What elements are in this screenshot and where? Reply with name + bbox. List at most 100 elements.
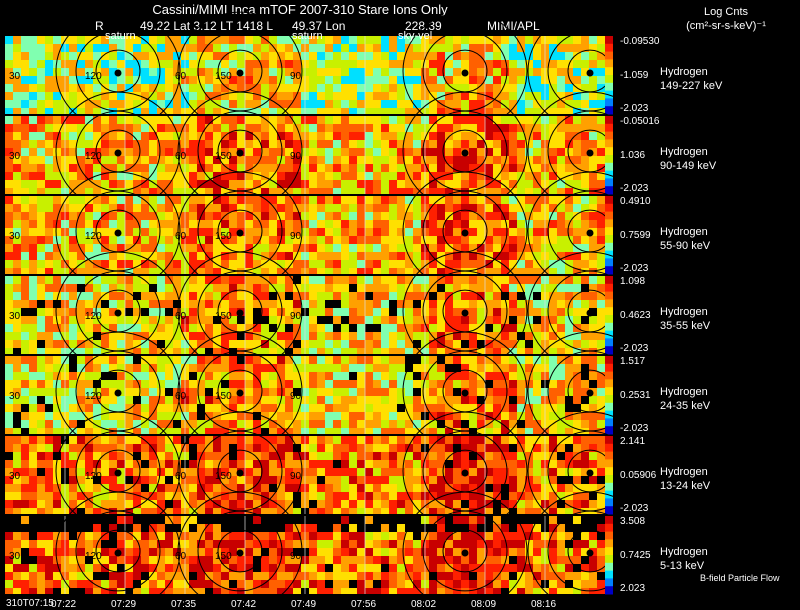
heatmap-cell [469,308,477,316]
heatmap-cell [581,396,589,404]
heatmap-cell [101,148,109,156]
heatmap-cell [373,52,381,60]
heatmap-cell [269,468,277,476]
heatmap-cell [213,84,221,92]
heatmap-cell [157,324,165,332]
heatmap-cell [165,44,173,52]
heatmap-cell [69,444,77,452]
heatmap-cell [397,356,405,364]
heatmap-cell [389,52,397,60]
heatmap-cell [381,172,389,180]
heatmap-cell [469,300,477,308]
heatmap-cell [21,484,29,492]
heatmap-cell [13,36,21,44]
heatmap-cell [109,436,117,444]
heatmap-cell [309,156,317,164]
heatmap-cell [205,372,213,380]
heatmap-cell [557,380,565,388]
heatmap-cell [389,132,397,140]
heatmap-cell [157,204,165,212]
heatmap-cell [253,204,261,212]
heatmap-cell [69,124,77,132]
heatmap-cell [197,116,205,124]
heatmap-cell [341,212,349,220]
heatmap-cell [5,356,13,364]
heatmap-cell [325,476,333,484]
heatmap-cell [325,316,333,324]
heatmap-cell [533,244,541,252]
heatmap-cell [205,244,213,252]
heatmap-cell [389,204,397,212]
heatmap-cell [341,52,349,60]
heatmap-cell [525,412,533,420]
heatmap-cell [157,36,165,44]
heatmap-cell [269,228,277,236]
heatmap-cell [269,244,277,252]
heatmap-cell [117,92,125,100]
heatmap-cell [341,284,349,292]
heatmap-cell [381,92,389,100]
heatmap-cell [37,100,45,108]
heatmap-cell [373,220,381,228]
heatmap-cell [413,364,421,372]
heatmap-cell [589,236,597,244]
heatmap-cell [557,468,565,476]
heatmap-cell [29,140,37,148]
heatmap-cell [293,92,301,100]
heatmap-cell [205,164,213,172]
heatmap-cell [333,164,341,172]
heatmap-cell [517,396,525,404]
heatmap-cell [45,292,53,300]
heatmap-cell [341,324,349,332]
heatmap-cell [269,220,277,228]
heatmap-cell [85,300,93,308]
heatmap-cell [293,340,301,348]
heatmap-cell [573,316,581,324]
heatmap-cell [453,36,461,44]
heatmap-cell [333,332,341,340]
heatmap-cell [37,228,45,236]
heatmap-cell [389,316,397,324]
heatmap-cell [141,300,149,308]
heatmap-cell [381,388,389,396]
heatmap-cell [341,124,349,132]
heatmap-cell [381,36,389,44]
heatmap-cell [237,396,245,404]
heatmap-cell [493,52,501,60]
heatmap-cell [317,388,325,396]
heatmap-cell [285,300,293,308]
heatmap-cell [357,340,365,348]
heatmap-cell [253,324,261,332]
heatmap-cell [557,500,565,508]
heatmap-cell [157,420,165,428]
heatmap-cell [197,36,205,44]
heatmap-cell [85,132,93,140]
heatmap-cell [205,356,213,364]
heatmap-cell [589,460,597,468]
heatmap-cell [101,180,109,188]
heatmap-cell [461,156,469,164]
heatmap-cell [109,500,117,508]
heatmap-cell [341,116,349,124]
heatmap-cell [581,172,589,180]
heatmap-cell [45,492,53,500]
heatmap-cell [37,332,45,340]
heatmap-cell [429,212,437,220]
heatmap-cell [133,132,141,140]
heatmap-cell [45,220,53,228]
heatmap-cell [165,284,173,292]
heatmap-cell [165,316,173,324]
heatmap-cell [117,412,125,420]
heatmap-cell [157,180,165,188]
heatmap-cell [525,308,533,316]
heatmap-cell [469,396,477,404]
heatmap-cell [381,220,389,228]
heatmap-cell [373,244,381,252]
heatmap-cell [357,484,365,492]
heatmap-cell [21,156,29,164]
heatmap-cell [5,436,13,444]
heatmap-cell [341,36,349,44]
heatmap-cell [493,140,501,148]
heatmap-cell [165,484,173,492]
heatmap-cell [333,284,341,292]
